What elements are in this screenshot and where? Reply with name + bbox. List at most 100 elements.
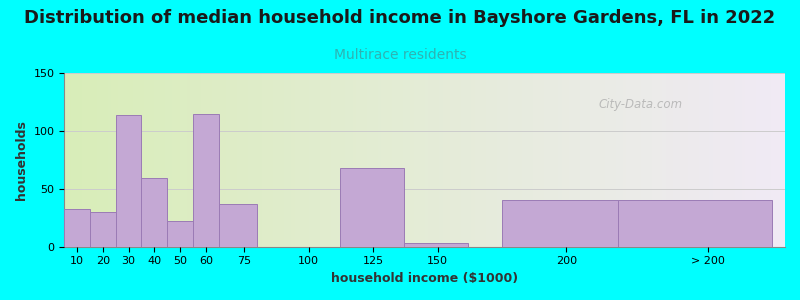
Bar [324,73,327,247]
Bar [68,73,71,247]
Bar [507,73,511,247]
Bar [502,200,618,247]
Bar [262,73,266,247]
Bar [126,73,129,247]
Bar [475,73,478,247]
Bar [183,73,187,247]
Bar [727,73,731,247]
Bar [172,73,176,247]
Bar [504,73,507,247]
Bar [500,73,504,247]
Bar [270,73,274,247]
Bar [731,73,734,247]
Bar [234,73,238,247]
Bar [710,73,713,247]
Bar [338,73,342,247]
Bar [670,73,674,247]
Bar [439,73,442,247]
Bar [205,73,209,247]
Bar [478,73,482,247]
Bar [681,73,684,247]
Bar [645,73,648,247]
Bar [403,73,406,247]
Bar [493,73,497,247]
Bar [518,73,522,247]
Bar [569,73,572,247]
Bar [193,113,218,247]
Bar [590,73,594,247]
Bar [342,73,346,247]
Bar [226,73,230,247]
Bar [753,73,756,247]
Bar [356,73,360,247]
Bar [767,73,770,247]
Bar [742,73,746,247]
Bar [626,73,630,247]
Bar [389,73,392,247]
Bar [198,73,202,247]
Bar [612,73,616,247]
Bar [71,73,75,247]
Bar [522,73,526,247]
Bar [717,73,720,247]
Bar [274,73,277,247]
Bar [674,73,677,247]
Bar [219,73,223,247]
Bar [540,73,543,247]
Bar [778,73,782,247]
Bar [295,73,298,247]
Bar [688,73,691,247]
Bar [763,73,767,247]
Bar [421,73,425,247]
Bar [284,73,288,247]
Bar [554,73,558,247]
Bar [266,73,270,247]
Bar [90,212,116,247]
Bar [179,73,183,247]
Bar [86,73,90,247]
Bar [572,73,576,247]
Bar [428,73,432,247]
Bar [655,73,659,247]
Bar [461,73,464,247]
Bar [490,73,493,247]
Bar [142,178,167,247]
Bar [514,73,518,247]
Bar [550,73,554,247]
Bar [245,73,248,247]
Bar [594,73,598,247]
Bar [259,73,262,247]
Y-axis label: households: households [15,120,28,200]
Bar [281,73,284,247]
Bar [370,73,374,247]
Bar [97,73,100,247]
Bar [93,73,97,247]
Bar [774,73,778,247]
X-axis label: household income ($1000): household income ($1000) [331,272,518,285]
Bar [248,73,252,247]
Bar [212,73,216,247]
Bar [598,73,602,247]
Bar [64,73,68,247]
Bar [291,73,295,247]
Bar [111,73,114,247]
Bar [167,221,193,247]
Bar [320,73,324,247]
Bar [464,73,468,247]
Bar [327,73,331,247]
Bar [698,73,702,247]
Bar [349,73,353,247]
Bar [702,73,706,247]
Bar [630,73,634,247]
Bar [435,73,439,247]
Bar [760,73,763,247]
Bar [618,200,772,247]
Bar [511,73,514,247]
Bar [724,73,727,247]
Bar [202,73,205,247]
Bar [734,73,738,247]
Bar [104,73,107,247]
Bar [396,73,399,247]
Bar [169,73,172,247]
Bar [713,73,717,247]
